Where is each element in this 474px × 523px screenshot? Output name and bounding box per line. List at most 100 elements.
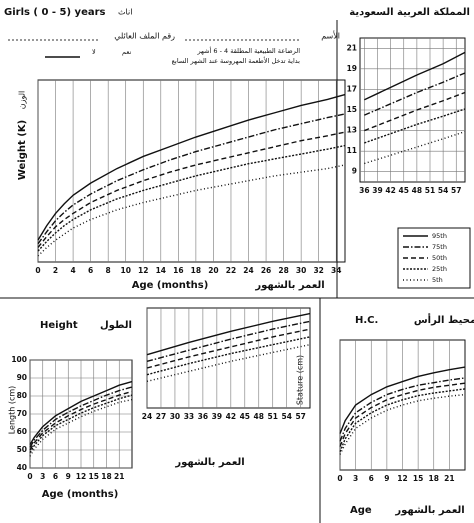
percentile-line <box>37 113 346 245</box>
form-title: Girls ( 0 - 5) years <box>4 7 106 18</box>
y-tick-label: 19 <box>347 64 357 73</box>
y-tick-label: 21 <box>347 43 357 52</box>
y-axis-label: Weight (K) <box>17 120 28 180</box>
country: المملكة العربية السعودية <box>349 7 470 18</box>
x-tick-label: 3 <box>353 474 358 483</box>
x-tick-label: 6 <box>88 266 93 275</box>
percentile-line <box>37 93 346 241</box>
x-tick-label: 15 <box>89 472 99 481</box>
x-tick-label: 51 <box>425 186 435 195</box>
x-tick-label: 6 <box>369 474 374 483</box>
y-axis-label-ar: الوزن <box>18 91 27 110</box>
legend-label: 5th <box>432 276 443 284</box>
percentile-line <box>29 386 133 448</box>
x-tick-label: 54 <box>281 412 291 421</box>
y-axis-label: Length (cm) <box>8 386 17 435</box>
x-axis-label: Age (months) <box>132 280 209 291</box>
y-tick-label: 40 <box>17 463 27 472</box>
x-tick-label: 42 <box>385 186 395 195</box>
y-tick-label: 13 <box>347 126 357 135</box>
gender: اناث <box>118 8 132 17</box>
x-tick-label: 57 <box>295 412 305 421</box>
x-tick-label: 18 <box>101 472 111 481</box>
chart-title-ar: الطول <box>100 320 132 331</box>
x-tick-label: 54 <box>438 186 448 195</box>
x-tick-label: 0 <box>337 474 342 483</box>
chart-title: Height <box>40 320 78 331</box>
percentile-line <box>146 343 311 383</box>
x-tick-label: 12 <box>76 472 86 481</box>
x-tick-label: 24 <box>142 412 152 421</box>
x-tick-label: 0 <box>27 472 32 481</box>
x-axis-label: Age <box>350 505 372 516</box>
feeding-line2: بداية تدخل الأطعمة المهروسة عند الشهر ال… <box>172 56 301 65</box>
x-tick-label: 27 <box>156 412 166 421</box>
y-axis-label: Stature (cm) <box>296 355 305 405</box>
x-tick-label: 10 <box>120 266 130 275</box>
legend-label: 50th <box>432 254 447 262</box>
percentile-line <box>339 388 466 453</box>
percentile-line <box>364 108 466 144</box>
x-tick-label: 36 <box>359 186 369 195</box>
y-tick-label: 17 <box>347 84 357 93</box>
percentile-line <box>29 394 133 454</box>
x-tick-label: 18 <box>191 266 201 275</box>
no-option[interactable]: لا <box>92 48 96 56</box>
y-tick-label: 50 <box>17 445 27 454</box>
feeding-line1: الرضاعة الطبيعية المطلقة 4 - 6 أشهر <box>196 46 300 55</box>
x-axis-label-ar: العمر بالشهور <box>174 457 244 468</box>
percentile-line <box>146 336 311 376</box>
legend-label: 25th <box>432 265 447 273</box>
x-tick-label: 4 <box>70 266 75 275</box>
x-tick-label: 48 <box>412 186 422 195</box>
percentile-line <box>364 51 466 101</box>
x-axis-label-ar: العمر بالشهور <box>394 505 464 516</box>
x-tick-label: 30 <box>296 266 306 275</box>
percentile-line <box>37 164 346 257</box>
x-tick-label: 21 <box>444 474 454 483</box>
x-tick-label: 8 <box>106 266 111 275</box>
y-tick-label: 100 <box>11 355 27 364</box>
x-tick-label: 21 <box>114 472 124 481</box>
x-tick-label: 48 <box>254 412 264 421</box>
x-tick-label: 0 <box>35 266 40 275</box>
x-tick-label: 18 <box>429 474 439 483</box>
x-tick-label: 28 <box>278 266 288 275</box>
y-tick-label: 60 <box>17 427 27 436</box>
x-tick-label: 32 <box>313 266 323 275</box>
percentile-line <box>37 144 346 252</box>
x-tick-label: 51 <box>268 412 278 421</box>
percentile-line <box>364 130 466 165</box>
percentile-line <box>339 366 466 434</box>
percentile-line <box>29 398 133 457</box>
percentile-line <box>339 393 466 455</box>
y-tick-label: 11 <box>347 146 357 155</box>
x-tick-label: 22 <box>226 266 236 275</box>
x-tick-label: 45 <box>240 412 250 421</box>
y-tick-label: 9 <box>352 167 357 176</box>
y-tick-label: 70 <box>17 409 27 418</box>
file-no-label: رقم الملف العائلي <box>114 32 175 41</box>
x-tick-label: 30 <box>170 412 180 421</box>
x-tick-label: 45 <box>399 186 409 195</box>
yes-option[interactable]: نعم <box>122 48 131 56</box>
x-tick-label: 33 <box>184 412 194 421</box>
percentile-line <box>364 72 466 116</box>
x-tick-label: 57 <box>451 186 461 195</box>
legend-label: 75th <box>432 243 447 251</box>
legend-label: 95th <box>432 232 447 240</box>
y-tick-label: 80 <box>17 391 27 400</box>
y-tick-label: 90 <box>17 373 27 382</box>
x-tick-label: 2 <box>53 266 58 275</box>
percentile-line <box>29 380 133 445</box>
x-axis-label-ar: العمر بالشهور <box>254 280 324 291</box>
x-tick-label: 9 <box>384 474 389 483</box>
percentile-line <box>146 312 311 356</box>
x-tick-label: 34 <box>331 266 341 275</box>
x-tick-label: 3 <box>40 472 45 481</box>
percentile-line <box>29 390 133 451</box>
x-tick-label: 24 <box>243 266 253 275</box>
x-tick-label: 36 <box>198 412 208 421</box>
x-tick-label: 16 <box>173 266 183 275</box>
x-tick-label: 9 <box>66 472 71 481</box>
